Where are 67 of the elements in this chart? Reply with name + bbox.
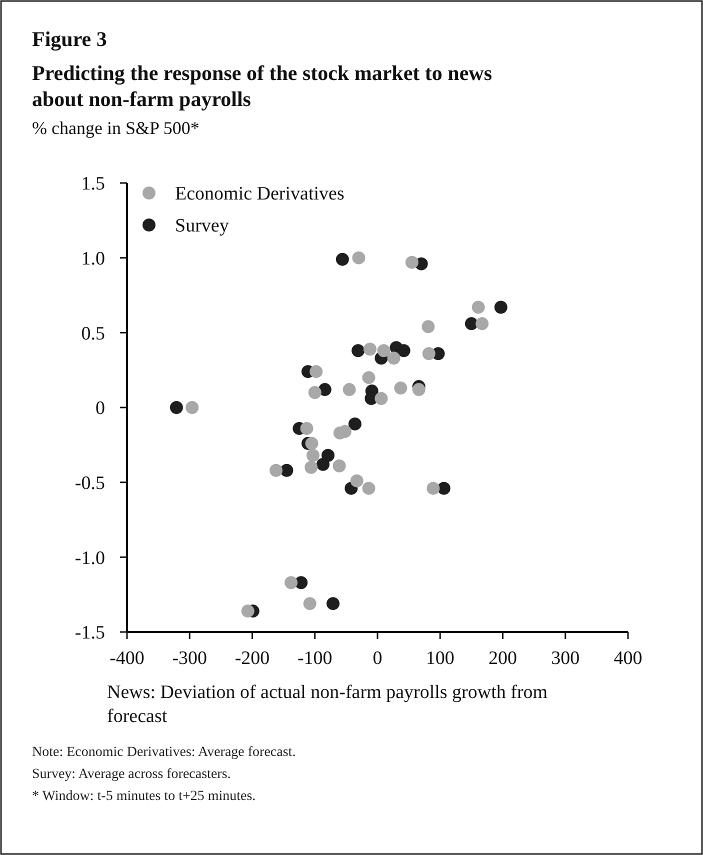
text: * Window: t-5 minutes to t+25 minutes. xyxy=(32,789,256,804)
point xyxy=(310,365,323,378)
y-tick-label: 0.5 xyxy=(81,323,105,344)
x-tick-label: 100 xyxy=(426,648,454,669)
point xyxy=(412,383,426,396)
point xyxy=(348,417,362,430)
point xyxy=(186,401,199,414)
point xyxy=(426,482,440,495)
y-tick-label: 0 xyxy=(96,398,105,420)
x-tick-label: 200 xyxy=(488,648,517,669)
x-tick-label: 400 xyxy=(614,648,642,669)
x-tick-label: -300 xyxy=(172,648,208,669)
point xyxy=(318,383,332,396)
point xyxy=(270,464,283,477)
point xyxy=(464,317,478,330)
y-tick-label: 1.0 xyxy=(81,248,105,270)
point xyxy=(363,342,376,356)
y-axis-title: % change in S&P 500* xyxy=(32,118,200,138)
x-tick-label: 300 xyxy=(551,648,580,669)
point xyxy=(352,251,366,264)
point xyxy=(352,344,365,358)
point xyxy=(362,482,376,495)
text: Survey: Average across forecasters. xyxy=(32,767,231,782)
point xyxy=(342,383,356,396)
point xyxy=(305,436,318,450)
point xyxy=(241,604,254,618)
point xyxy=(308,386,322,400)
point xyxy=(326,597,340,610)
chart-subtitle: Predicting the response of the stock market to news about non-farm payrolls xyxy=(32,61,492,111)
point xyxy=(304,460,318,474)
point xyxy=(350,474,364,488)
point xyxy=(300,422,314,435)
point xyxy=(284,576,298,590)
point xyxy=(405,256,418,269)
point xyxy=(387,352,400,365)
point xyxy=(362,371,376,384)
point xyxy=(422,320,435,334)
x-tick-label: -100 xyxy=(297,648,332,669)
y-tick-label: 1.5 xyxy=(81,174,105,195)
x-tick-label: -400 xyxy=(110,648,144,669)
point xyxy=(332,459,346,472)
point xyxy=(316,458,330,471)
point xyxy=(476,317,489,330)
point xyxy=(394,382,408,395)
y-tick-label: -0.5 xyxy=(74,472,105,494)
point xyxy=(280,464,294,477)
legend-label: Economic Derivatives xyxy=(175,184,344,205)
y-tick-label: -1.0 xyxy=(74,548,105,569)
point xyxy=(170,401,183,414)
x-axis-title: News: Deviation of actual non-farm payrolls growth from forecast xyxy=(107,682,548,727)
x-tick-label: -200 xyxy=(234,648,270,669)
y-tick-label: -1.5 xyxy=(74,622,105,644)
point xyxy=(472,300,485,314)
point xyxy=(494,300,508,314)
point xyxy=(374,392,388,406)
point xyxy=(333,426,346,440)
legend-label: Survey xyxy=(175,216,230,237)
point xyxy=(422,347,436,360)
point xyxy=(377,344,390,358)
point xyxy=(437,482,450,495)
x-tick-label: 0 xyxy=(372,648,382,669)
chart-title: Figure 3 xyxy=(32,27,107,51)
point xyxy=(397,344,410,358)
point xyxy=(303,597,316,610)
point xyxy=(306,448,320,462)
text: Note: Economic Derivatives: Average forecast. xyxy=(32,745,296,760)
point xyxy=(336,252,349,266)
